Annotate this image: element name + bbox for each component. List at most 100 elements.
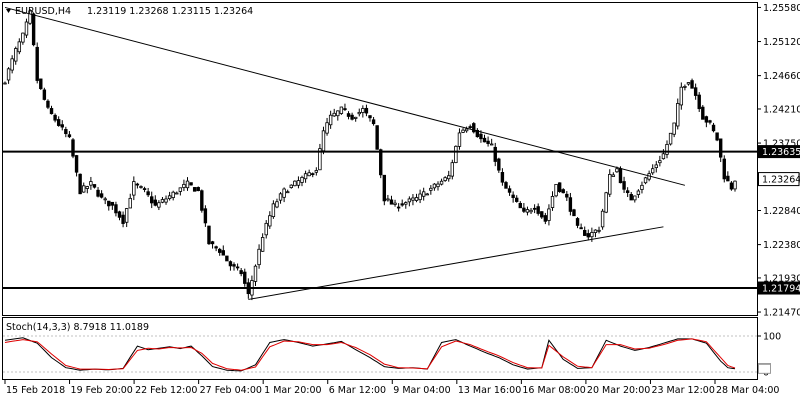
- candle: [718, 138, 723, 163]
- candle: [733, 180, 737, 192]
- candle: [243, 268, 247, 287]
- candle: [389, 195, 394, 205]
- candle: [701, 105, 705, 120]
- candle: [382, 174, 387, 206]
- candle: [400, 199, 404, 207]
- candle: [3, 81, 7, 85]
- candle: [350, 112, 354, 121]
- candle: [114, 201, 118, 217]
- candle: [200, 189, 204, 213]
- candle: [497, 157, 501, 173]
- candle: [547, 204, 551, 226]
- indicator-plot-frame: [2, 317, 758, 380]
- candle: [468, 124, 472, 130]
- candle: [135, 182, 140, 189]
- candle: [189, 182, 193, 186]
- time-tick-label: 23 Mar 12:00: [651, 385, 714, 396]
- candle: [282, 187, 286, 203]
- candle: [568, 192, 573, 216]
- candle: [625, 187, 630, 197]
- candle: [693, 83, 698, 100]
- time-tick-label: 13 Mar 16:00: [458, 385, 521, 396]
- candle: [71, 138, 75, 159]
- candle: [318, 143, 322, 171]
- candle: [56, 116, 61, 127]
- candle: [447, 170, 451, 182]
- candle: [611, 172, 616, 177]
- candle: [328, 110, 333, 129]
- candle: [175, 191, 179, 195]
- candle: [35, 42, 39, 84]
- candle: [550, 191, 555, 211]
- stochastic-main-marker: [758, 363, 771, 374]
- candle: [540, 211, 544, 219]
- price-tick-label: 1.23750: [763, 139, 800, 150]
- candle: [421, 187, 426, 201]
- candle: [575, 217, 580, 229]
- candle: [121, 211, 125, 228]
- candle: [167, 191, 172, 201]
- candle: [411, 194, 415, 206]
- candle: [164, 195, 168, 205]
- candle: [572, 208, 576, 217]
- candle: [461, 128, 465, 134]
- candle: [493, 142, 497, 167]
- candle: [82, 182, 86, 193]
- level-price-tag: 1.23635: [758, 145, 800, 159]
- trendline[interactable]: [4, 6, 686, 186]
- candle: [722, 155, 726, 183]
- symbol-menu-icon[interactable]: [6, 9, 11, 13]
- time-tick-label: 19 Feb 20:00: [71, 385, 133, 396]
- candle: [31, 13, 36, 47]
- candle: [353, 116, 358, 122]
- candle: [361, 105, 365, 118]
- candle: [92, 184, 97, 189]
- level-price-tag-label: 1.23635: [762, 147, 800, 158]
- candle: [579, 223, 583, 230]
- candle: [103, 196, 107, 205]
- candle: [432, 183, 437, 191]
- price-tick-label: 1.25580: [763, 3, 800, 14]
- candle: [486, 136, 490, 147]
- candle: [414, 193, 419, 203]
- candle: [522, 203, 526, 213]
- level-price-tag-label: 1.21794: [762, 284, 800, 295]
- stochastic-label: Stoch(14,3,3) 8.7918 11.0189: [6, 322, 149, 333]
- candle: [28, 9, 32, 26]
- candle: [85, 185, 90, 194]
- candle: [321, 126, 326, 155]
- candle: [726, 171, 730, 182]
- price-tick-label: 1.21470: [763, 308, 800, 319]
- symbol-label: EURUSD,H4: [15, 6, 71, 17]
- candle: [225, 255, 229, 262]
- candle: [253, 264, 258, 286]
- candle: [518, 201, 522, 209]
- candle: [504, 180, 508, 189]
- candle: [74, 154, 79, 177]
- candle: [196, 186, 200, 192]
- candle: [622, 176, 626, 193]
- candle: [228, 260, 233, 271]
- candlestick-series: [3, 9, 737, 301]
- candle: [185, 177, 190, 191]
- candle: [207, 225, 211, 245]
- candle: [221, 245, 225, 256]
- time-axis: 15 Feb 2018 19 Feb 20:00 22 Feb 12:00 27 Fe…: [4, 380, 779, 396]
- candle: [368, 115, 372, 122]
- candle: [464, 126, 469, 133]
- candle: [668, 132, 673, 146]
- candle: [690, 78, 694, 89]
- candle: [99, 190, 104, 199]
- candle: [285, 189, 290, 194]
- candle: [46, 99, 50, 110]
- candle: [89, 176, 93, 190]
- candle: [339, 106, 344, 115]
- time-tick-label: 6 Mar 12:00: [329, 385, 386, 396]
- candle: [67, 131, 72, 139]
- candle: [289, 184, 293, 189]
- candle: [439, 178, 444, 186]
- candle: [436, 181, 440, 191]
- candle: [260, 233, 265, 252]
- candle: [543, 212, 548, 225]
